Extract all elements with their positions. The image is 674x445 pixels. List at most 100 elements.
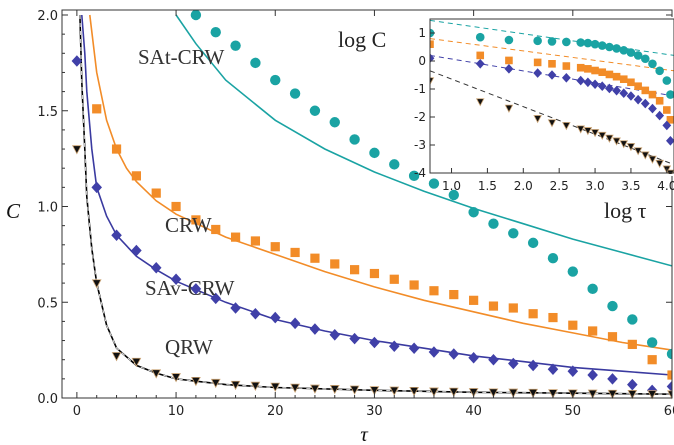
point-crw <box>330 259 340 269</box>
inset-point-crw <box>576 63 585 72</box>
inset-point-sat-crw <box>576 38 586 47</box>
point-qrw <box>369 386 380 396</box>
point-qrw <box>587 389 598 399</box>
x-tick-label: 0 <box>73 404 81 419</box>
x-tick-label: 30 <box>366 404 383 419</box>
point-crw <box>568 320 578 330</box>
fit-curve-crw <box>89 14 672 351</box>
inset-point-sav-crw <box>583 77 593 88</box>
point-sat-crw <box>627 314 638 325</box>
inset-point-sat-crw <box>612 44 621 53</box>
point-sav-crw <box>170 273 182 286</box>
point-sav-crw <box>428 346 440 358</box>
annotation-crw: CRW <box>165 213 212 237</box>
inset-point-sav-crw <box>633 94 643 105</box>
point-sat-crw <box>250 57 261 69</box>
point-crw <box>449 289 459 300</box>
point-sav-crw <box>111 229 122 241</box>
point-sat-crw <box>646 337 658 348</box>
point-qrw <box>329 385 340 395</box>
point-qrw <box>151 369 162 379</box>
inset-point-qrw <box>562 122 571 131</box>
inset-point-sav-crw <box>666 136 674 146</box>
inset-y-tick-label: 1 <box>418 26 426 40</box>
x-tick-label: 60 <box>664 404 674 419</box>
inset-point-qrw <box>619 140 629 149</box>
point-qrw <box>72 145 82 155</box>
point-crw <box>369 268 380 279</box>
point-sav-crw <box>627 378 638 391</box>
inset-point-crw <box>612 72 621 81</box>
inset-point-sat-crw <box>475 32 485 42</box>
inset-point-sav-crw <box>597 81 607 91</box>
inset-point-crw <box>430 40 434 48</box>
inset-point-crw <box>619 75 628 83</box>
inset-point-qrw <box>605 134 614 143</box>
inset-point-qrw <box>590 129 600 138</box>
point-sav-crw <box>131 244 142 257</box>
y-tick-label: 1.0 <box>37 201 58 216</box>
inset-point-sav-crw <box>475 59 485 69</box>
inset-y-tick-label: -2 <box>414 110 426 124</box>
inset-x-axis-label: log τ <box>604 198 647 223</box>
point-crw <box>607 332 618 342</box>
point-crw <box>270 242 280 252</box>
point-qrw <box>349 385 360 395</box>
point-qrw <box>230 380 241 391</box>
point-sat-crw <box>309 105 321 116</box>
point-qrw <box>409 386 419 397</box>
y-tick-label: 2.0 <box>37 9 58 24</box>
inset-point-sat-crw <box>605 42 614 52</box>
inset-point-sav-crw <box>576 75 586 86</box>
inset-point-sav-crw <box>533 68 543 78</box>
inset-point-crw <box>476 51 485 60</box>
inset-point-qrw <box>597 131 607 141</box>
point-sav-crw <box>210 292 222 305</box>
point-sat-crw <box>389 159 400 170</box>
point-sav-crw <box>329 329 341 341</box>
inset-point-crw <box>598 68 607 76</box>
x-tick-label: 40 <box>465 404 482 419</box>
inset-point-crw <box>655 96 664 105</box>
inset-point-sav-crw <box>605 83 614 94</box>
point-crw <box>92 104 102 114</box>
point-sav-crw <box>666 380 672 393</box>
inset-point-crw <box>548 60 556 68</box>
point-sav-crw <box>71 55 83 67</box>
inset-point-sav-crw <box>504 64 514 74</box>
inset-point-crw <box>533 58 542 67</box>
point-qrw <box>310 384 320 394</box>
point-crw <box>131 171 141 181</box>
point-qrw <box>627 390 638 400</box>
point-sat-crw <box>190 10 202 21</box>
inset-point-qrw <box>430 77 435 86</box>
inset-point-qrw <box>633 147 643 156</box>
fit-curve-sat-crw <box>175 14 672 267</box>
point-qrw <box>528 388 539 399</box>
inset-point-sat-crw <box>562 37 571 47</box>
inset-x-tick-label: 4.0 <box>657 179 674 193</box>
point-crw <box>389 274 399 284</box>
inset-axes: 1.0 1.5 2.0 2.5 3.0 3.5 4.0 1 0 -1 -2 -3 -4 <box>414 18 674 193</box>
inset-point-sav-crw <box>655 110 665 121</box>
point-sav-crw <box>309 323 321 335</box>
point-qrw <box>290 383 300 393</box>
inset-y-axis-label: log C <box>338 27 386 52</box>
point-sav-crw <box>289 317 301 330</box>
point-sat-crw <box>408 170 420 182</box>
point-sat-crw <box>567 266 579 277</box>
point-qrw <box>667 390 672 400</box>
point-sat-crw <box>527 237 539 249</box>
x-tick-label: 10 <box>168 404 185 419</box>
point-sat-crw <box>468 207 479 218</box>
point-qrw <box>91 279 102 289</box>
inset-point-sat-crw <box>533 36 542 46</box>
point-crw <box>171 201 181 212</box>
inset-y-tick-label: -3 <box>414 138 426 152</box>
inset-point-sav-crw <box>547 70 557 80</box>
point-crw <box>528 309 538 319</box>
point-qrw <box>270 382 281 392</box>
point-crw <box>191 215 201 225</box>
point-sav-crw <box>230 302 241 314</box>
